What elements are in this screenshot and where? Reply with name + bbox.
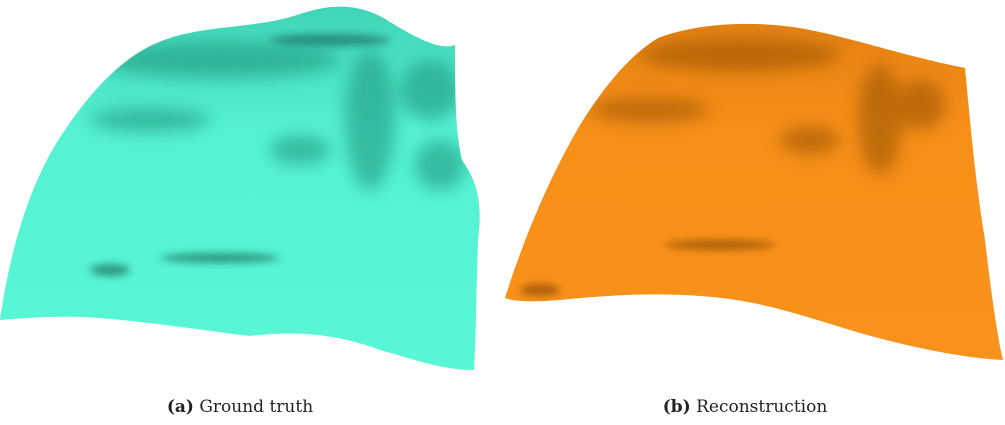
reconstruction-surface xyxy=(500,0,1005,365)
ground-truth-surface xyxy=(0,0,485,375)
caption: (a) Ground truth xyxy=(167,397,313,417)
caption-text: Ground truth xyxy=(199,397,313,417)
caption: (b) Reconstruction xyxy=(663,397,828,417)
caption-label: (b) xyxy=(663,397,691,417)
caption-text: Reconstruction xyxy=(696,397,827,417)
page: (a) Ground truth (b) Reconstruction (() … xyxy=(0,0,1005,425)
figure: (a) Ground truth (b) Reconstruction xyxy=(0,0,1005,425)
caption-label: (a) xyxy=(167,397,194,417)
